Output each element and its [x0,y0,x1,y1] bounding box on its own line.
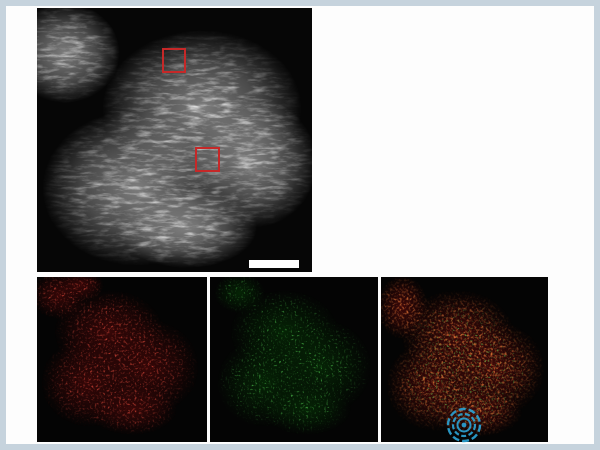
nanoflower-streak-texture [37,8,312,268]
anatase-speckles [37,277,199,435]
scale-bar-line [249,260,299,268]
eels-spectra-chart [315,6,600,277]
roi-box-1 [195,147,220,172]
rutile-speckles [213,277,373,435]
panel-c-anatase-map [37,277,207,442]
roi-box-2 [162,48,186,73]
panel-d-rutile-map [210,277,378,442]
stem-nanoflower-graphic [37,8,312,272]
panel-e-combined-map [381,277,548,442]
panel-a-stem-image [37,8,312,272]
rutile-map-graphic [210,277,378,442]
anatase-map-graphic [37,277,207,442]
combined-map-graphic [381,277,548,442]
panel-b-eels-spectra [315,6,600,277]
scale-bar [249,257,299,268]
